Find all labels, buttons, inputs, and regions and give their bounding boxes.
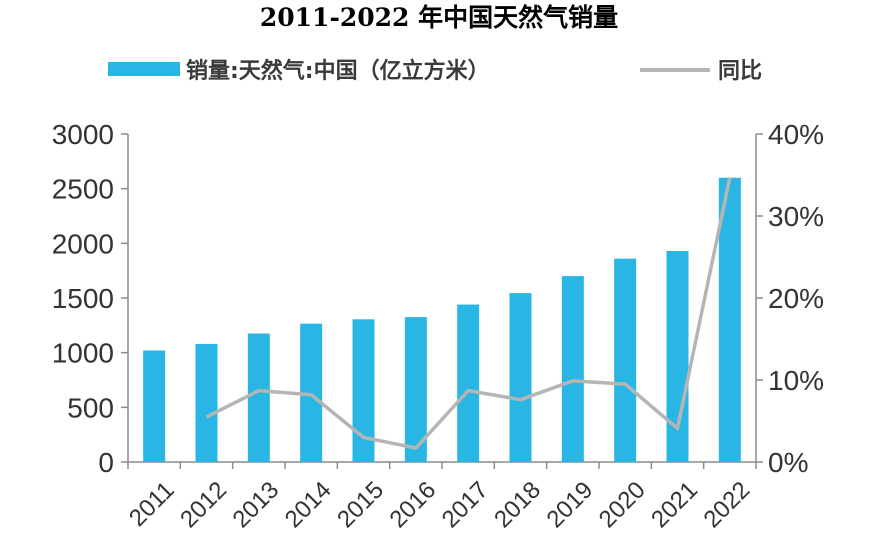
bar (561, 276, 584, 462)
x-tick-label: 2015 (332, 476, 389, 533)
line-series (205, 177, 732, 450)
y-right-tick-label: 30% (768, 201, 824, 232)
legend-line-label: 同比 (718, 59, 762, 84)
x-tick-label: 2013 (228, 476, 285, 533)
bar (614, 258, 637, 462)
x-tick-label: 2017 (437, 476, 494, 533)
y-left-tick-label: 1000 (52, 338, 114, 369)
y-left-tick-label: 2500 (52, 174, 114, 205)
bar (300, 323, 323, 462)
bar (457, 304, 480, 462)
bar (352, 319, 375, 462)
bar (195, 343, 218, 462)
x-tick-label: 2019 (542, 476, 599, 533)
bar (143, 350, 166, 462)
legend-bar-label: 销量:天然气:中国（亿立方米） (186, 58, 490, 84)
x-tick-label: 2011 (124, 476, 180, 532)
axes (121, 133, 763, 469)
tick-labels: 0 500 1000 1500 2000 2500 3000 0% 10% 20% 30% 40% 20… (52, 119, 824, 533)
x-tick-label: 2018 (489, 476, 546, 533)
y-right-tick-label: 0% (768, 447, 808, 478)
legend-bar-swatch (108, 62, 180, 76)
y-left-tick-label: 0 (98, 447, 114, 478)
bar (404, 317, 427, 462)
bar-series (143, 177, 741, 462)
y-right-tick-label: 20% (768, 283, 824, 314)
y-right-tick-label: 40% (768, 119, 824, 150)
x-tick-label: 2022 (699, 476, 756, 533)
bar (509, 293, 532, 462)
y-left-tick-label: 2000 (52, 228, 114, 259)
x-tick-label: 2020 (594, 476, 651, 533)
bar (666, 250, 689, 462)
x-tick-label: 2012 (175, 476, 232, 533)
x-tick-label: 2016 (385, 476, 442, 533)
x-tick-label: 2021 (646, 476, 703, 533)
y-left-tick-label: 1500 (52, 283, 114, 314)
x-tick-label: 2014 (280, 476, 337, 533)
chart-title: 2011-2022 年中国天然气销量 (260, 3, 618, 32)
y-left-tick-label: 500 (67, 392, 114, 423)
bar (247, 333, 270, 462)
bar (718, 177, 741, 462)
y-left-tick-label: 3000 (52, 119, 114, 150)
y-right-tick-label: 10% (768, 365, 824, 396)
legend: 销量:天然气:中国（亿立方米） 同比 (108, 58, 762, 84)
yoy-line (205, 177, 732, 450)
